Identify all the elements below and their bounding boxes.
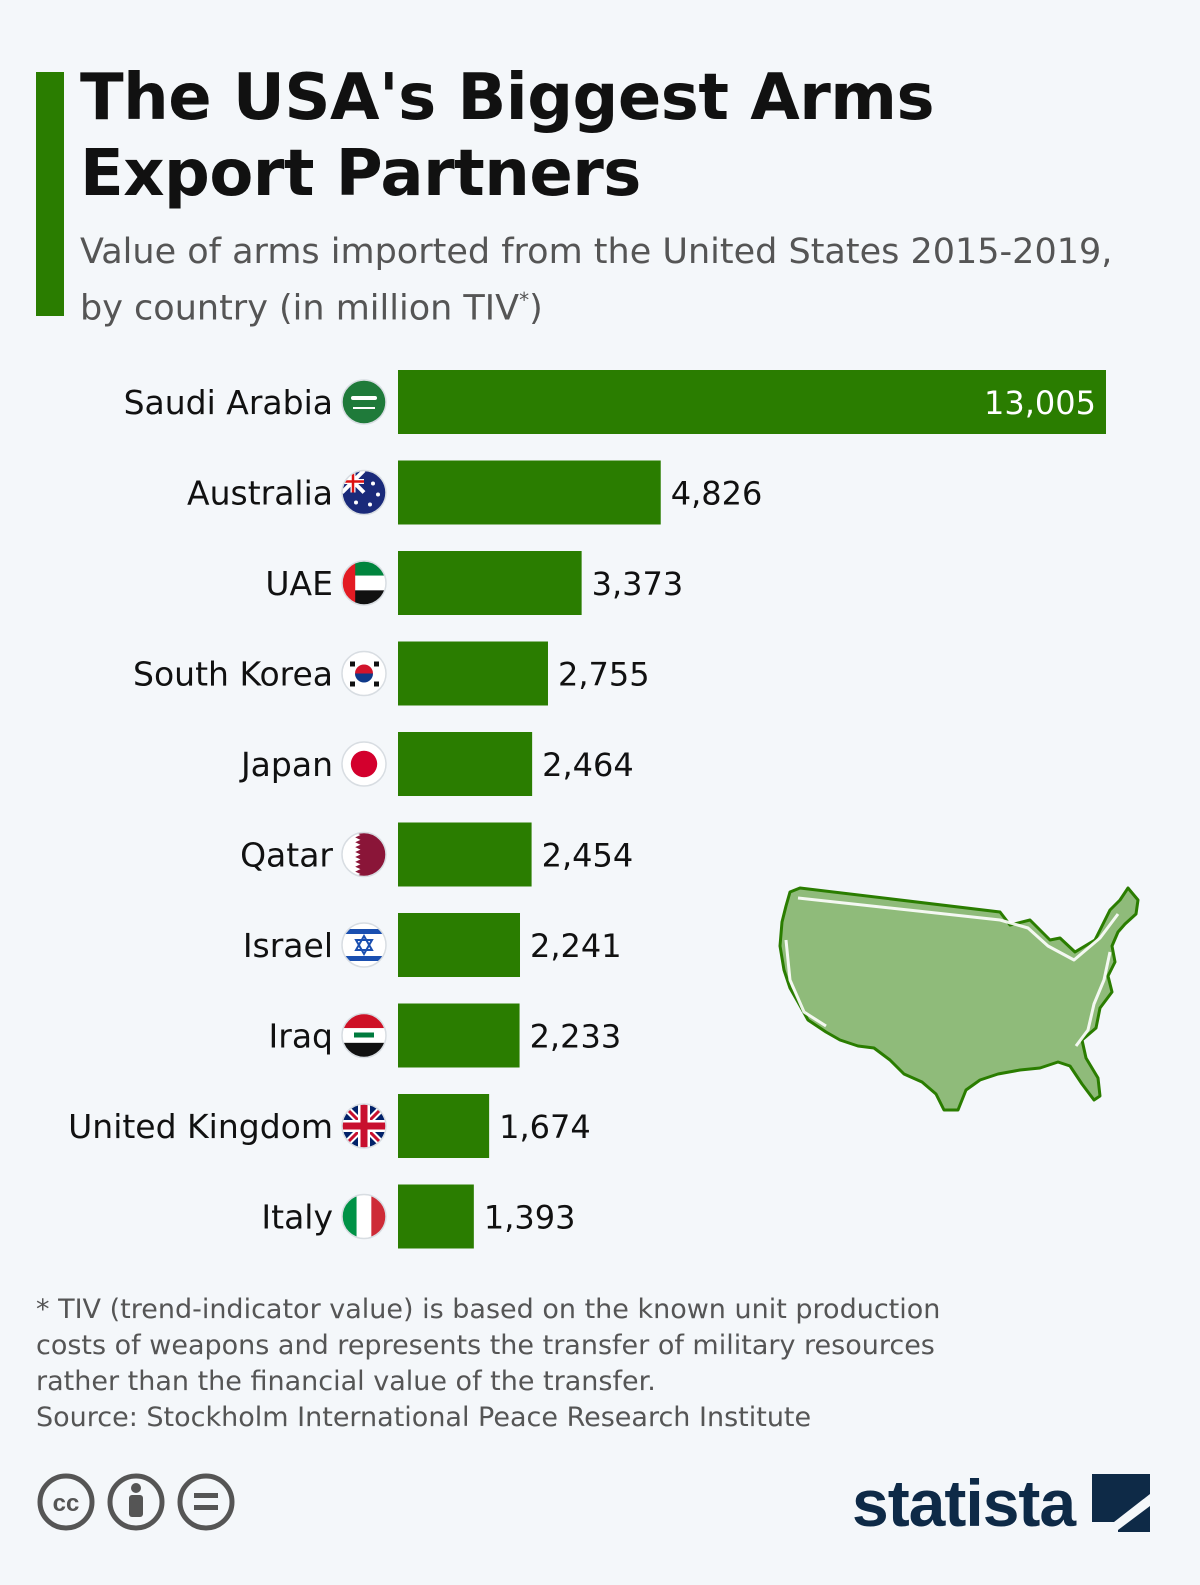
australia-flag-icon <box>342 470 386 515</box>
flag-border <box>341 741 387 787</box>
usa-map-highlight <box>784 896 1120 1047</box>
category-label: UAE <box>265 564 333 603</box>
svg-text:cc: cc <box>53 1490 80 1517</box>
data-label: 2,755 <box>558 656 650 694</box>
statista-logo-icon <box>1092 1474 1150 1532</box>
bar <box>398 551 582 615</box>
bar-row: Saudi Arabia 13,005 <box>124 370 1106 434</box>
category-label: Australia <box>187 474 333 513</box>
category-label: Iraq <box>269 1017 333 1056</box>
source-note: Source: Stockholm International Peace Re… <box>36 1402 812 1433</box>
bar-row: Italy 1,393 <box>261 1184 576 1249</box>
flag-border <box>341 922 387 968</box>
flag-part <box>376 492 380 497</box>
flag-part <box>342 1122 386 1130</box>
bar <box>398 1003 520 1068</box>
flag-part <box>355 664 373 674</box>
category-label: United Kingdom <box>68 1107 333 1146</box>
bar <box>398 1184 474 1249</box>
flag-part <box>354 1032 374 1038</box>
flag-border <box>341 1103 387 1149</box>
flag-part <box>342 380 386 424</box>
flag-border <box>341 1012 387 1059</box>
usa-map-illustration <box>778 886 1140 1112</box>
flag-part <box>355 673 373 683</box>
data-label: 1,393 <box>484 1199 576 1237</box>
flag-part <box>342 956 386 961</box>
category-label: Qatar <box>240 836 333 875</box>
flag-border <box>341 469 387 516</box>
flag-border <box>341 560 387 606</box>
flag-part <box>356 1194 372 1239</box>
license-badges: cc <box>37 1473 235 1531</box>
statista-logo[interactable]: statista <box>852 1462 1162 1542</box>
chart-subtitle: Value of arms imported from the United S… <box>80 232 1113 329</box>
flag-part <box>374 681 379 687</box>
category-label: South Korea <box>133 655 333 694</box>
category-label: Italy <box>261 1198 333 1237</box>
category-label: Saudi Arabia <box>124 383 333 422</box>
data-label: 13,005 <box>984 384 1096 422</box>
flag-border <box>341 650 387 697</box>
flag-part <box>351 396 377 400</box>
category-label: Israel <box>243 926 333 965</box>
data-label: 3,373 <box>592 565 684 603</box>
brand-name: statista <box>852 1466 1077 1540</box>
bar-row: United Kingdom 1,674 <box>68 1094 591 1158</box>
flag-border <box>341 831 387 878</box>
bar <box>398 732 533 796</box>
flag-part <box>350 750 378 778</box>
israel-flag-icon <box>342 923 386 967</box>
usa-map-icon <box>778 886 1140 1112</box>
flag-part <box>342 832 361 877</box>
bar <box>398 460 661 525</box>
attribution-icon[interactable] <box>107 1473 165 1531</box>
data-label: 2,464 <box>542 746 634 784</box>
bar <box>398 370 1106 434</box>
no-derivatives-icon[interactable] <box>177 1473 235 1531</box>
bar <box>398 641 548 706</box>
flag-part <box>350 661 355 667</box>
flag-border <box>341 379 387 425</box>
united-kingdom-flag-icon <box>342 1104 386 1148</box>
footnote: * TIV (trend-indicator value) is based o… <box>36 1292 1036 1436</box>
saudi-arabia-flag-icon <box>342 380 386 424</box>
flag-part <box>371 481 375 486</box>
bar <box>398 913 521 977</box>
flag-part <box>350 681 355 687</box>
south-korea-flag-icon <box>342 651 386 696</box>
data-label: 1,674 <box>499 1108 591 1146</box>
bar <box>398 1094 490 1158</box>
japan-flag-icon <box>342 742 386 786</box>
data-label: 4,826 <box>671 475 763 513</box>
flag-part <box>342 929 386 934</box>
page-title: The USA's Biggest Arms Export Partners <box>80 61 935 211</box>
bar-row: Iraq 2,233 <box>269 1003 622 1068</box>
bar-row: Japan 2,464 <box>239 732 634 796</box>
flag-part <box>368 502 372 507</box>
flag-part <box>374 661 379 667</box>
data-label: 2,241 <box>530 927 622 965</box>
bar <box>398 822 532 887</box>
bar-row: Australia 4,826 <box>187 460 763 525</box>
bar-row: Qatar 2,454 <box>240 822 634 887</box>
data-label: 2,454 <box>542 837 634 875</box>
bar-row: South Korea 2,755 <box>133 641 650 706</box>
flag-border <box>341 1193 387 1240</box>
bar-row: Israel 2,241 <box>243 913 622 977</box>
bar-row: UAE 3,373 <box>265 551 683 615</box>
title-accent-bar <box>36 72 64 316</box>
cc-icon[interactable]: cc <box>37 1473 95 1531</box>
qatar-flag-icon <box>342 832 386 877</box>
flag-part <box>353 407 375 409</box>
data-label: 2,233 <box>530 1018 622 1056</box>
category-label: Japan <box>239 745 333 784</box>
bar-chart: Saudi Arabia 13,005 Australia 4,826 UAE 3,373… <box>68 370 1140 1249</box>
flag-part <box>354 933 374 957</box>
flag-part <box>354 500 358 505</box>
